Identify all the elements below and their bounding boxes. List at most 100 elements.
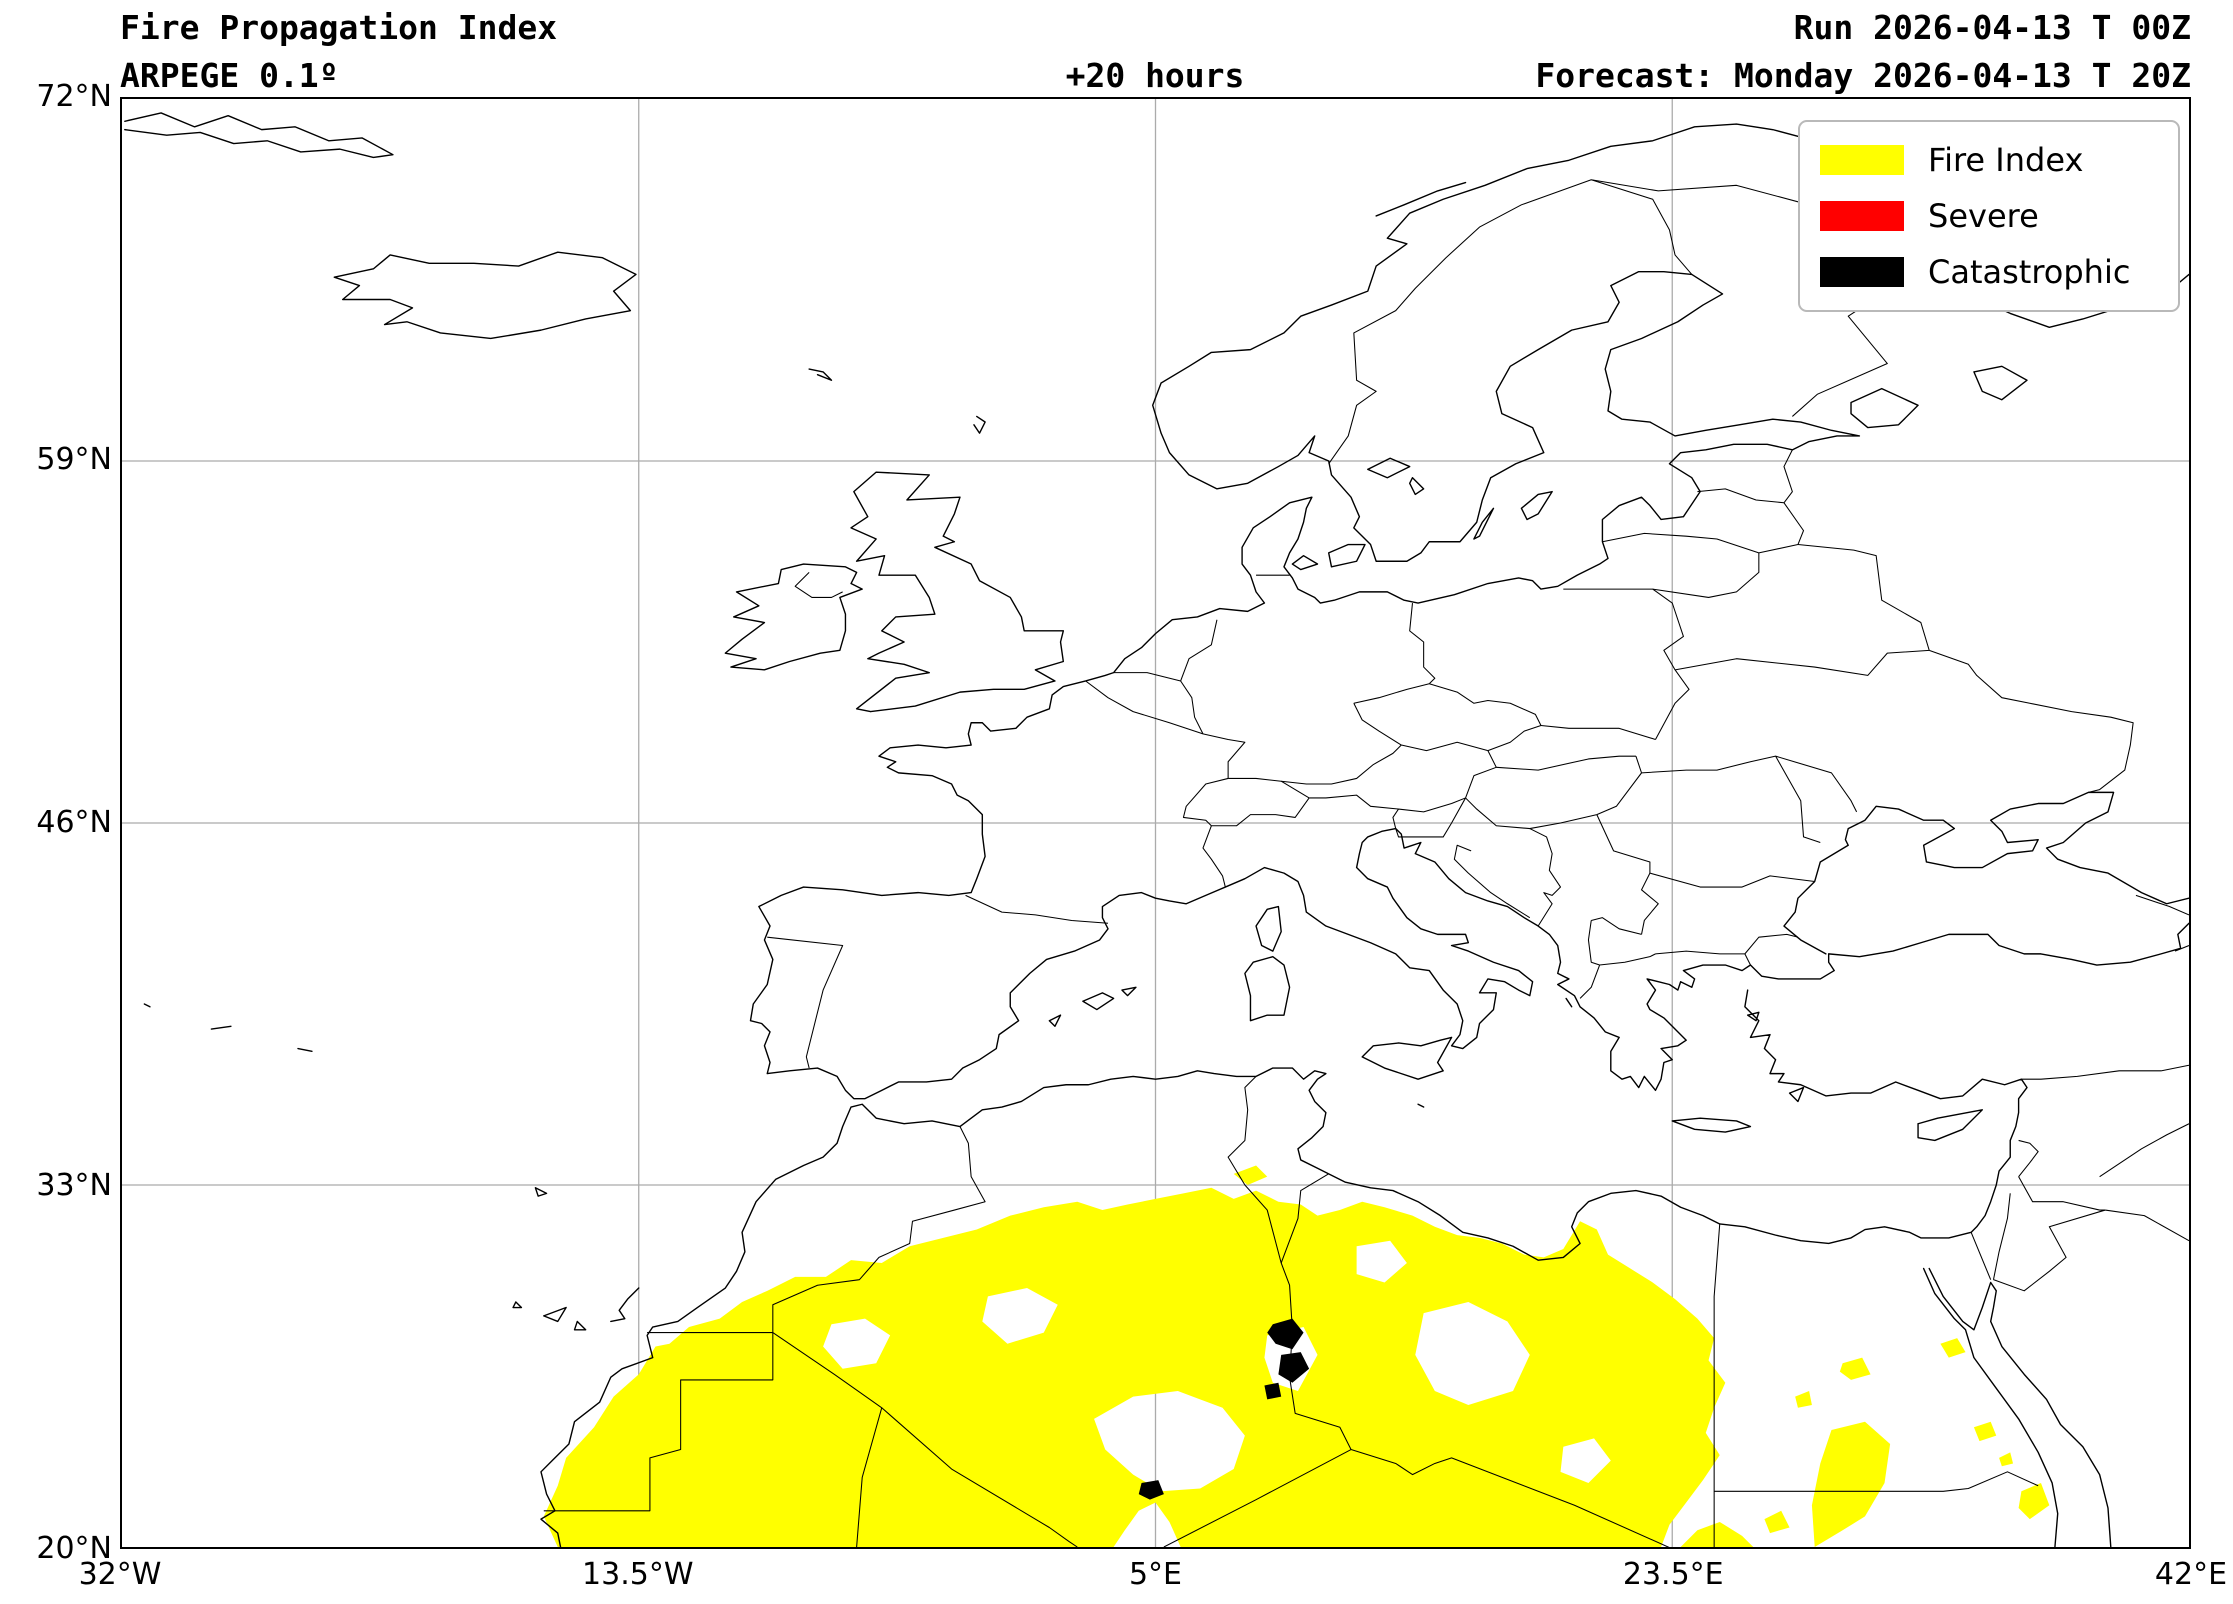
coastline-path [1410,478,1424,495]
x-tick-label: 32°W [78,1557,162,1592]
catastrophic-swatch [1820,257,1904,287]
y-tick-label: 20°N [36,1531,112,1566]
country-border-path [1597,756,1642,814]
country-border-path [1410,603,1435,684]
country-border-path [1563,589,1689,739]
country-border-path [1993,1193,2010,1279]
coastline-path [1566,998,1572,1006]
x-tick-label: 23.5°E [1622,1557,1724,1592]
fire-index-region [543,1187,1726,1547]
country-border-path [1183,778,1228,825]
country-border-path [1675,650,1929,675]
country-border-path [795,572,842,597]
legend: Fire Index Severe Catastrophic [1798,120,2180,312]
country-border-path [1211,798,1309,826]
country-border-path [1591,918,1641,935]
coastline-path [611,1288,639,1321]
fire-index-patch [1764,1510,1790,1534]
country-border-path [1354,703,1401,745]
country-border-path [1466,751,1497,798]
fire-index-patch [2018,1482,2050,1520]
catastrophic-spot [1278,1352,1310,1383]
coastline-path [1974,366,2027,399]
country-border-path [544,1333,773,1511]
country-border-path [1429,684,1541,726]
coastline-path [1784,792,2189,954]
country-border-path [1714,1472,2038,1491]
country-border-path [1655,951,1744,954]
model-label: ARPEGE 0.1º [120,56,339,95]
coastline-path [1049,1015,1060,1026]
legend-label: Severe [1928,197,2039,235]
coastline-path [1418,1104,1424,1107]
country-border-path [2100,1124,2189,1177]
country-border-path [1642,873,1659,934]
country-border-path [1396,798,1466,837]
coastline-path [1122,987,1136,995]
coastline-path [1376,183,1465,216]
country-border-path [1776,756,1857,812]
country-border-path [1181,620,1217,681]
coastline-path [1245,957,1290,1021]
country-border-path [767,937,842,1068]
fire-index-swatch [1820,145,1904,175]
y-tick-label: 72°N [36,79,112,114]
coastline-path [1521,492,1552,520]
legend-item-severe: Severe [1820,192,2158,240]
country-border-path [1591,180,1809,205]
coastline-path [541,990,2027,1547]
country-border-path [773,1127,985,1333]
country-border-path [1393,809,1399,828]
country-border-path [1541,726,1656,740]
coastline-path [974,416,985,433]
country-border-path [1466,798,1597,829]
coastline-path [211,1026,231,1029]
map-canvas [122,99,2189,1547]
country-border-path [2105,1210,2189,1241]
coastline-path [513,1302,521,1308]
fire-index-patch [1811,1421,1891,1547]
country-border-path [1798,545,1929,651]
country-border-path [1181,681,1203,734]
coastline-path [1083,993,1114,1010]
fire-index-patch [1973,1421,1997,1442]
country-border-path [966,895,1108,923]
fire-index-patch [1839,1357,1871,1380]
country-border-path [1228,1076,1281,1263]
country-border-path [1642,756,1821,842]
fire-index-patch [1795,1391,1812,1408]
coastline-path [1918,1110,1982,1141]
coastline-path [725,564,862,670]
coastline-path [1748,1012,1759,1020]
coastline-path [298,1049,312,1052]
page-title: Fire Propagation Index [120,8,558,47]
catastrophic-spot [1138,1480,1164,1500]
country-border-path [1164,1450,1351,1547]
coastline-path [1292,556,1317,570]
run-label: Run 2026-04-13 T 00Z [1793,8,2191,47]
country-border-path [1309,795,1398,809]
fire-index-patch [1940,1338,1966,1358]
country-border-path [773,1333,1077,1547]
country-border-path [1929,650,2133,792]
country-border-path [1401,742,1488,750]
country-border-path [2019,1140,2039,1176]
country-border-path [1591,180,1692,275]
legend-label: Fire Index [1928,141,2084,179]
country-border-path [1650,873,1815,887]
legend-item-catastrophic: Catastrophic [1820,248,2158,296]
coastline-path [334,252,636,338]
country-border-path [1399,798,1466,812]
y-tick-label: 46°N [36,805,112,840]
country-border-path [1496,756,1636,770]
country-border-path [1281,745,1401,784]
country-border-path [1697,489,1784,503]
country-border-path [1602,533,1758,552]
coastline-path [750,124,2189,1099]
y-tick-label: 33°N [36,1168,112,1203]
country-border-path [2021,1065,2189,1079]
coastline-path [544,1308,566,1322]
coastline-path [1672,1118,1750,1132]
country-border-path [1454,845,1529,917]
coastline-path [144,1004,150,1007]
